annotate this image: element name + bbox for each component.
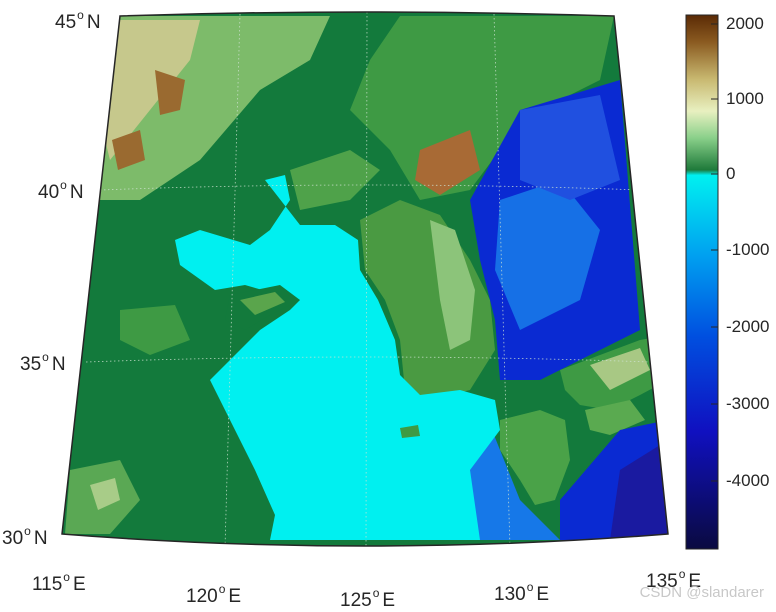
changbai-peaks — [415, 130, 480, 195]
watermark: CSDN @slandarer — [639, 584, 764, 601]
japan-highlands — [590, 348, 650, 390]
colorbar-tick-1000: 1000 — [726, 89, 764, 108]
mountain-brown-1 — [155, 70, 185, 115]
lon-label-130: 130o E — [494, 580, 550, 605]
sea-of-japan-light — [495, 180, 600, 330]
loess-highlands — [100, 20, 200, 160]
shikoku-island — [585, 400, 645, 435]
colorbar-ticks — [711, 23, 718, 482]
colorbar — [685, 14, 719, 550]
colorbar-tick-2000: 2000 — [726, 14, 764, 33]
central-china-hills — [120, 305, 190, 355]
liaoning-hills — [290, 150, 380, 210]
shandong-hills — [240, 292, 285, 315]
lon-label-120: 120o E — [186, 582, 242, 607]
korea-east-range — [430, 220, 475, 350]
kyushu-island — [500, 410, 570, 505]
map-frame — [61, 11, 669, 547]
colorbar-tick-0: 0 — [726, 164, 736, 183]
sea-of-japan-mid — [520, 95, 620, 200]
bohai-yellow-east-china-sea — [175, 175, 500, 540]
colorbar-tick-minus-3000: -3000 — [726, 394, 770, 413]
colorbar-tick-minus-2000: -2000 — [726, 317, 770, 336]
lon-label-115: 115o E — [32, 570, 86, 595]
manchuria-highlands — [350, 16, 614, 200]
cheju-island — [400, 425, 420, 438]
lat-label-40: 40o N — [38, 178, 84, 203]
colorbar-tick-minus-1000: -1000 — [726, 240, 770, 259]
lat-label-45: 45o N — [55, 8, 101, 33]
south-china-highlands — [90, 478, 120, 510]
pacific-deep — [610, 440, 668, 540]
colorbar-tick-minus-4000: -4000 — [726, 471, 770, 490]
lat-label-35: 35o N — [20, 350, 66, 375]
lat-label-30: 30o N — [2, 524, 48, 549]
lon-label-125: 125o E — [340, 586, 396, 611]
mountain-brown-2 — [112, 130, 145, 170]
graticule — [85, 12, 651, 546]
lon-label-135: 135o E — [646, 567, 702, 592]
